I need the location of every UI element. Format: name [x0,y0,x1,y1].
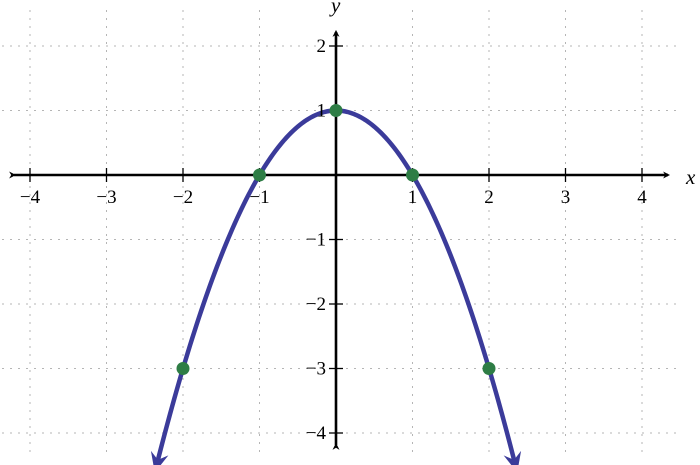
grid [2,10,680,455]
x-tick-label: 3 [561,187,571,208]
curve-arrow-right [503,450,522,465]
x-tick-label: −2 [173,187,193,208]
curve-arrow-left [150,450,169,465]
x-tick-label: −3 [96,187,116,208]
data-point [406,168,419,182]
y-tick-label: 2 [317,36,327,57]
data-point [176,362,190,375]
x-axis-label: x [685,165,696,189]
y-tick-label: −1 [306,230,326,251]
x-tick-label: −1 [249,187,269,208]
data-point [329,104,343,117]
x-tick-label: −4 [20,187,41,208]
points-layer [176,104,496,375]
y-tick-label: 1 [317,101,327,122]
y-tick-label: −4 [306,423,327,444]
y-tick-label: −2 [306,294,326,315]
labels-layer: x y −4 −3 −2 −1 1 2 3 4 2 1 −1 −2 −3 −4 [20,0,696,444]
data-point [253,168,266,182]
data-point [482,362,496,375]
x-tick-label: 1 [408,187,418,208]
x-tick-label: 4 [637,187,647,208]
y-axis-label: y [329,0,341,17]
y-tick-label: −3 [306,359,326,380]
axes [9,29,671,450]
x-tick-label: 2 [484,187,494,208]
